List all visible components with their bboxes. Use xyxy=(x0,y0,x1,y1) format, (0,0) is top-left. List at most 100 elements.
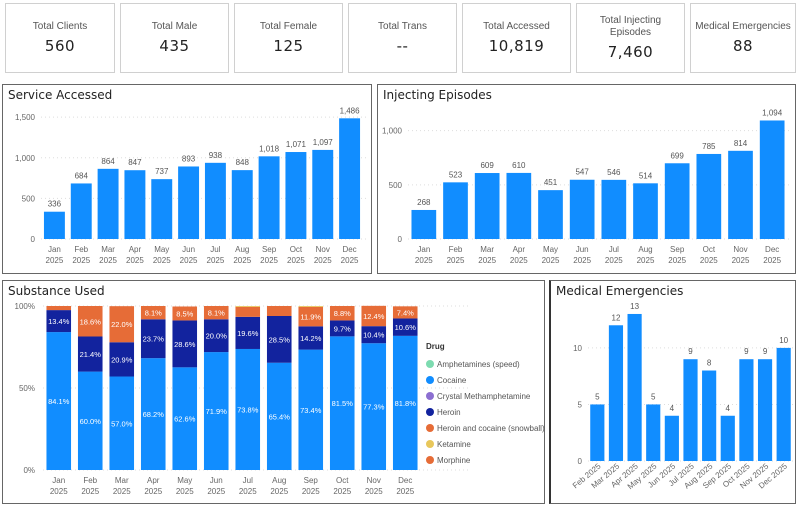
stack-segment xyxy=(46,306,72,311)
segment-label: 8.1% xyxy=(145,309,162,318)
y-tick-label: 100% xyxy=(15,302,35,311)
bar xyxy=(739,359,754,461)
bar xyxy=(258,156,280,239)
kpi-label: Total Trans xyxy=(378,21,427,32)
stack-segment xyxy=(109,342,135,377)
legend-label: Heroin and cocaine (snowball) xyxy=(437,423,545,433)
x-tick-label-month: Apr xyxy=(513,245,526,254)
x-tick-label-year: 2025 xyxy=(333,487,351,496)
x-tick-label-year: 2025 xyxy=(113,487,131,496)
segment-label: 8.8% xyxy=(334,309,351,318)
legend-item-ketamine[interactable]: Ketamine xyxy=(426,436,545,452)
stack-segment xyxy=(77,306,103,337)
stack-segment xyxy=(329,320,355,337)
legend-item-morphine[interactable]: Morphine xyxy=(426,452,545,468)
bar xyxy=(538,190,563,239)
x-tick-label-year: 2025 xyxy=(478,256,496,265)
x-tick-label-month: Jun xyxy=(182,245,195,254)
stack-segment xyxy=(361,326,387,344)
bar xyxy=(70,183,92,239)
stack-segment xyxy=(392,335,418,470)
chart-title: Service Accessed xyxy=(8,88,113,102)
legend-label: Heroin xyxy=(437,407,461,417)
x-tick-label-month: Nov xyxy=(733,245,747,254)
kpi-total-male: Total Male 435 xyxy=(120,3,229,73)
data-label: 5 xyxy=(651,392,656,401)
stack-segment xyxy=(235,348,261,470)
kpi-value: 125 xyxy=(273,37,304,55)
segment-label: 12.4% xyxy=(363,312,385,321)
kpi-total-accessed: Total Accessed 10,819 xyxy=(462,3,571,73)
bar xyxy=(339,118,361,239)
data-label: 546 xyxy=(607,168,621,177)
x-tick-label-year: 2025 xyxy=(302,487,320,496)
data-label: 4 xyxy=(726,404,731,413)
x-tick-label-year: 2025 xyxy=(510,256,528,265)
bar xyxy=(759,120,785,239)
legend-item-cocaine[interactable]: Cocaine xyxy=(426,372,545,388)
data-label: 610 xyxy=(512,161,526,170)
data-label: 785 xyxy=(702,142,716,151)
data-label: 699 xyxy=(670,151,684,160)
y-tick-label: 5 xyxy=(578,400,583,409)
stack-segment xyxy=(140,319,166,359)
stack-segment xyxy=(109,376,135,470)
legend-label: Amphetamines (speed) xyxy=(437,359,520,369)
bar xyxy=(664,163,690,239)
kpi-label: Total Male xyxy=(151,21,198,32)
kpi-label: Total Female xyxy=(259,21,318,32)
legend-item-snowball[interactable]: Heroin and cocaine (snowball) xyxy=(426,420,545,436)
stack-segment xyxy=(140,358,166,470)
x-tick-label-month: Feb xyxy=(449,245,463,254)
kpi-total-female: Total Female 125 xyxy=(234,3,343,73)
legend-item-amphetamines[interactable]: Amphetamines (speed) xyxy=(426,356,545,372)
data-label: 451 xyxy=(544,178,558,187)
medical-emergencies-panel: Medical Emergencies 0 5 10 5 Feb 2025 12 Mar 2… xyxy=(549,280,796,504)
bar xyxy=(231,170,253,239)
kpi-medical-emergencies: Medical Emergencies 88 xyxy=(690,3,796,73)
x-tick-label-year: 2025 xyxy=(365,487,383,496)
legend-label: Morphine xyxy=(437,455,471,465)
legend-item-heroin[interactable]: Heroin xyxy=(426,404,545,420)
x-tick-label-year: 2025 xyxy=(50,487,68,496)
data-label: 814 xyxy=(734,139,748,148)
segment-label: 11.9% xyxy=(300,313,321,322)
kpi-value: 88 xyxy=(732,37,754,55)
stack-segment xyxy=(329,336,355,470)
bar xyxy=(569,179,595,239)
legend-item-crystal-meth[interactable]: Crystal Methamphetamine xyxy=(426,388,545,404)
y-tick-label: 1,000 xyxy=(382,127,403,136)
segment-label: 14.2% xyxy=(300,334,322,343)
bar xyxy=(204,162,226,239)
data-label: 938 xyxy=(209,151,223,160)
segment-label: 23.7% xyxy=(143,335,165,344)
stack-segment xyxy=(392,318,418,336)
x-tick-label-year: 2025 xyxy=(668,256,686,265)
x-tick-label-month: Oct xyxy=(290,245,303,254)
bar xyxy=(151,179,173,239)
segment-label: 81.5% xyxy=(332,399,354,408)
x-tick-label-year: 2025 xyxy=(207,256,225,265)
injecting-episodes-panel: Injecting Episodes 0 500 1,000 268 Jan 2025 52… xyxy=(377,84,796,274)
stack-segment xyxy=(77,336,103,372)
bar xyxy=(312,149,334,239)
bar xyxy=(124,170,146,239)
x-tick-label-month: Jul xyxy=(609,245,619,254)
bar xyxy=(757,359,773,461)
x-tick-label-year: 2025 xyxy=(763,256,781,265)
legend-title: Drug xyxy=(426,342,445,351)
service-accessed-chart: 0 500 1,000 1,500 336 Jan 2025 684 Feb 2025 864 Mar… xyxy=(15,106,367,265)
bar xyxy=(720,415,735,461)
kpi-label: Total Accessed xyxy=(483,21,550,32)
segment-label: 28.5% xyxy=(269,335,291,344)
substance-used-chart: 0% 50% 100% 84.1% 13.4% Jan 2025 60.0% 21.4% 18.6… xyxy=(15,302,471,496)
stack-segment xyxy=(329,306,355,321)
segment-label: 20.9% xyxy=(111,355,133,364)
stack-segment xyxy=(172,306,198,321)
segment-label: 22.0% xyxy=(111,320,133,329)
stack-segment xyxy=(77,371,103,470)
stack-segment xyxy=(235,316,261,349)
x-tick-label-month: Jun xyxy=(576,245,589,254)
data-label: 684 xyxy=(75,171,89,180)
